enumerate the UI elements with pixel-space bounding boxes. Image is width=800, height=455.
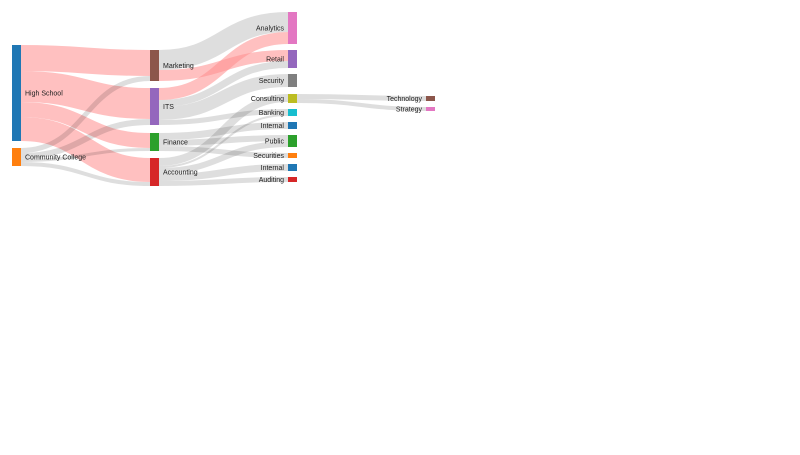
node-label-cc: Community College xyxy=(25,155,86,162)
link-cc-its[interactable] xyxy=(20,119,151,159)
node-label-aud: Auditing xyxy=(259,177,284,184)
node-label-secu: Securities xyxy=(253,153,284,160)
node-hs[interactable] xyxy=(12,45,21,141)
node-sec[interactable] xyxy=(288,74,297,87)
node-cc[interactable] xyxy=(12,148,21,166)
link-fin-pub[interactable] xyxy=(158,135,289,146)
link-acc-ban[interactable] xyxy=(158,114,289,168)
link-cc-acc[interactable] xyxy=(20,162,151,186)
node-label-mkt: Marketing xyxy=(163,63,194,70)
node-label-pub: Public xyxy=(265,139,285,146)
node-label-ban: Banking xyxy=(259,110,284,117)
link-cc-fin[interactable] xyxy=(20,148,151,162)
node-label-ana: Analytics xyxy=(256,26,285,33)
link-acc-pub[interactable] xyxy=(158,141,289,174)
node-label-str: Strategy xyxy=(396,107,423,114)
link-its-ana[interactable] xyxy=(158,32,289,100)
node-label-fin: Finance xyxy=(163,140,188,147)
link-con-tech[interactable] xyxy=(296,94,427,101)
link-acc-aud[interactable] xyxy=(158,177,289,186)
link-mkt-ana[interactable] xyxy=(158,12,289,70)
node-its[interactable] xyxy=(150,88,159,125)
link-hs-acc[interactable] xyxy=(20,117,151,182)
node-con[interactable] xyxy=(288,94,297,103)
node-ban[interactable] xyxy=(288,109,297,116)
node-label-int2: Internal xyxy=(261,165,285,172)
node-ana[interactable] xyxy=(288,12,297,44)
link-con-str[interactable] xyxy=(296,99,427,111)
link-its-ret[interactable] xyxy=(158,61,289,107)
nodes-layer: High School Community College Marketing ITS… xyxy=(12,12,435,186)
node-label-ret: Retail xyxy=(266,57,284,64)
node-mkt[interactable] xyxy=(150,50,159,81)
node-tech[interactable] xyxy=(426,96,435,101)
node-str[interactable] xyxy=(426,107,435,111)
link-fin-int1[interactable] xyxy=(158,122,289,140)
links-layer xyxy=(20,12,427,186)
node-label-hs: High School xyxy=(25,91,63,98)
node-int1[interactable] xyxy=(288,122,297,129)
link-hs-fin[interactable] xyxy=(20,102,151,148)
node-pub[interactable] xyxy=(288,135,297,147)
link-cc-mkt[interactable] xyxy=(20,76,151,153)
link-hs-its[interactable] xyxy=(20,71,151,119)
link-acc-con[interactable] xyxy=(158,94,289,166)
node-label-sec: Security xyxy=(259,78,285,85)
link-hs-mkt[interactable] xyxy=(20,45,151,76)
node-label-tech: Technology xyxy=(387,96,423,103)
node-label-its: ITS xyxy=(163,104,174,111)
link-fin-secu[interactable] xyxy=(158,146,289,158)
link-its-sec[interactable] xyxy=(158,74,289,120)
node-acc[interactable] xyxy=(150,158,159,186)
link-acc-int2[interactable] xyxy=(158,164,289,181)
node-label-acc: Accounting xyxy=(163,170,198,177)
node-fin[interactable] xyxy=(150,133,159,151)
link-its-ban[interactable] xyxy=(158,109,289,125)
node-label-con: Consulting xyxy=(251,96,284,103)
node-int2[interactable] xyxy=(288,164,297,171)
node-label-int1: Internal xyxy=(261,123,285,130)
node-aud[interactable] xyxy=(288,177,297,182)
node-ret[interactable] xyxy=(288,50,297,68)
node-secu[interactable] xyxy=(288,153,297,158)
